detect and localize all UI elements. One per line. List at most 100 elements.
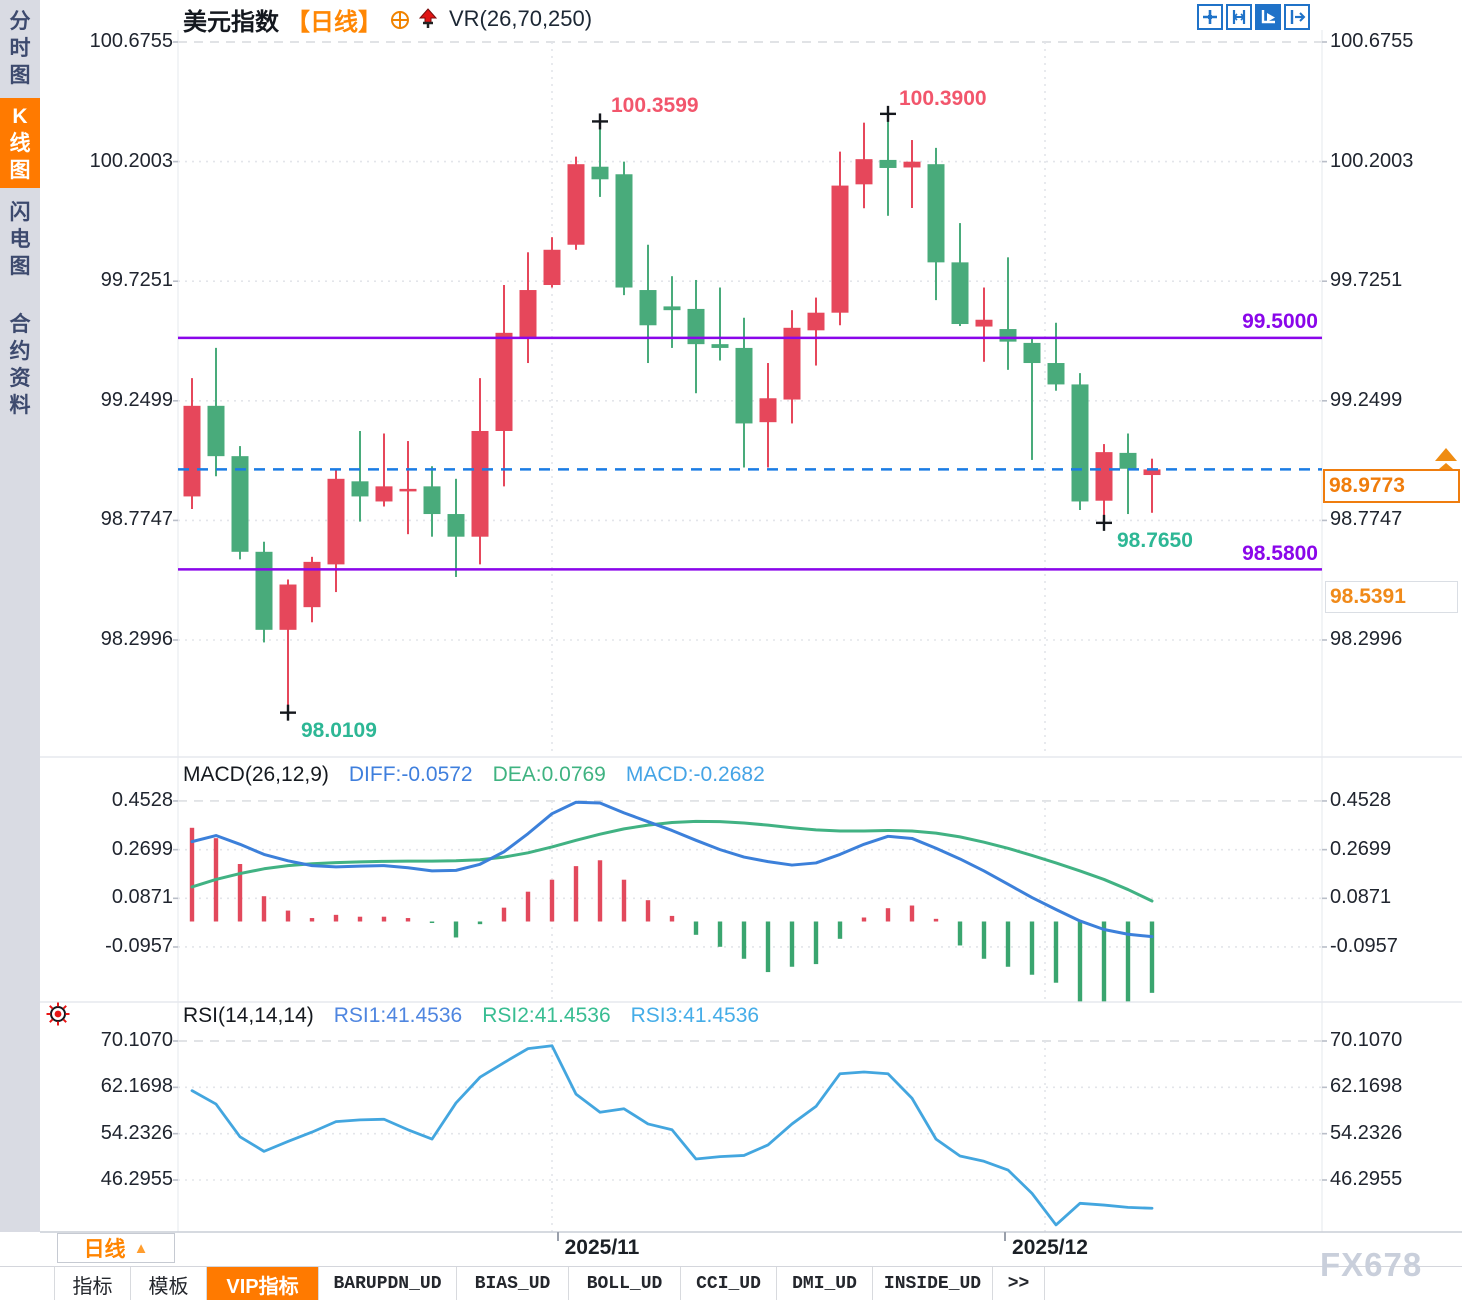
candle-body <box>279 584 297 630</box>
tab-boll_ud[interactable]: BOLL_UD <box>569 1267 681 1300</box>
macd-histogram-bar <box>813 921 819 965</box>
indicator-vr-label[interactable]: VR(26,70,250) <box>449 6 593 31</box>
tab-bias_ud[interactable]: BIAS_UD <box>457 1267 569 1300</box>
target-circle-icon[interactable] <box>389 8 411 30</box>
tab-cci_ud[interactable]: CCI_UD <box>681 1267 777 1300</box>
current-price-box: 98.9773 <box>1323 469 1460 503</box>
high-annotation: 100.3599 <box>611 94 699 118</box>
y-axis-label-right: 98.7747 <box>1330 508 1403 531</box>
candle-body <box>759 398 777 423</box>
period-selector[interactable]: 日线 ▲ <box>57 1233 175 1263</box>
macd-histogram-bar <box>477 921 483 925</box>
sidebar-item-4[interactable]: 合约资料 <box>9 313 31 417</box>
y-axis-label-right: 100.6755 <box>1330 30 1414 52</box>
chart-toolbar <box>1197 4 1310 30</box>
macd-histogram-bar <box>309 918 315 922</box>
y-axis-label-left: 99.2499 <box>100 388 173 411</box>
candle-body <box>255 551 273 630</box>
y-axis-label-left: 100.2003 <box>89 149 173 172</box>
macd-histogram-bar <box>933 918 939 922</box>
macd-histogram-bar <box>453 921 459 938</box>
candle-body <box>303 561 321 608</box>
macd-histogram-bar <box>189 827 195 922</box>
candle-body <box>831 185 849 313</box>
candle-body <box>447 514 465 537</box>
y-axis-label-right: 0.2699 <box>1330 837 1392 860</box>
candle-body <box>567 164 585 245</box>
y-axis-label-left: 100.6755 <box>89 30 173 52</box>
candle-body <box>999 329 1017 342</box>
rsi2-value: RSI2:41.4536 <box>482 1004 611 1027</box>
macd-histogram-bar <box>597 860 603 922</box>
red-up-arrow-icon[interactable] <box>418 7 438 31</box>
macd-histogram-bar <box>285 910 291 922</box>
rsi3-value: RSI3:41.4536 <box>630 1004 760 1027</box>
tab-barupdn_ud[interactable]: BARUPDN_UD <box>319 1267 457 1300</box>
candle-body <box>1095 452 1113 501</box>
macd-histogram-bar <box>645 900 651 922</box>
sidebar-item-1[interactable]: 分时图 <box>9 9 31 87</box>
fit-horizontal-icon[interactable] <box>1226 4 1252 30</box>
macd-histogram-bar <box>957 921 963 946</box>
candle-body <box>591 166 609 180</box>
y-axis-label-left: 54.2326 <box>100 1121 173 1144</box>
macd-histogram-bar <box>861 917 867 922</box>
rsi-name[interactable]: RSI(14,14,14) <box>183 1004 314 1027</box>
sidebar-item-3[interactable]: 闪电图 <box>9 200 31 278</box>
y-axis-label-left: 99.7251 <box>100 269 173 292</box>
macd-histogram-bar <box>669 915 675 922</box>
candle-body <box>471 430 489 537</box>
high-annotation: 100.3900 <box>899 86 987 110</box>
candle-body <box>1071 384 1089 502</box>
macd-histogram-bar <box>837 921 843 939</box>
macd-name[interactable]: MACD(26,12,9) <box>183 763 329 786</box>
macd-histogram-bar <box>693 921 699 935</box>
candle-body <box>183 405 201 497</box>
y-axis-label-right: 100.2003 <box>1330 149 1414 172</box>
tab-dmi_ud[interactable]: DMI_UD <box>777 1267 873 1300</box>
macd-histogram-bar <box>1125 921 1131 1002</box>
settlement-price-value: 98.5391 <box>1330 585 1406 608</box>
auto-scale-icon[interactable] <box>1255 4 1281 30</box>
macd-histogram-bar <box>405 918 411 922</box>
macd-histogram-bar <box>1077 921 1083 1002</box>
rsi-line <box>190 1044 1154 1227</box>
candle-body <box>399 488 417 492</box>
indicator-settings-sun-icon[interactable] <box>45 1001 71 1027</box>
macd-histogram-bar <box>573 866 579 922</box>
candle-body <box>951 262 969 325</box>
tab-指标[interactable]: 指标 <box>55 1267 131 1300</box>
candle-body <box>687 308 705 345</box>
macd-histogram-bar <box>261 896 267 922</box>
tab-inside_ud[interactable]: INSIDE_UD <box>873 1267 993 1300</box>
price-up-marker-icon <box>1435 448 1457 469</box>
candle-body <box>231 456 249 552</box>
y-axis-label-right: 0.4528 <box>1330 788 1392 811</box>
symbol-name: 美元指数 <box>183 8 279 36</box>
candle-body <box>855 159 873 185</box>
tab-vip指标[interactable]: VIP指标 <box>207 1267 319 1300</box>
candle-body <box>903 161 921 168</box>
macd-diff-line <box>190 800 1154 939</box>
period-tag[interactable]: 【日线】 <box>286 8 382 36</box>
candle-body <box>495 332 513 431</box>
macd-histogram-bar <box>525 891 531 922</box>
candle-body <box>207 405 225 457</box>
period-selector-label: 日线 <box>83 1238 126 1261</box>
pan-right-icon[interactable] <box>1284 4 1310 30</box>
tab->>[interactable]: >> <box>993 1267 1045 1300</box>
macd-histogram-bar <box>357 916 363 922</box>
candle-body <box>543 249 561 286</box>
macd-histogram-bar <box>333 914 339 922</box>
macd-dea-line <box>190 819 1154 903</box>
macd-histogram-bar <box>1029 921 1035 975</box>
crosshair-move-icon[interactable] <box>1197 4 1223 30</box>
y-axis-label-right: 70.1070 <box>1330 1029 1403 1051</box>
candle-body <box>1143 469 1161 476</box>
macd-histogram-bar <box>885 908 891 922</box>
tab-模板[interactable]: 模板 <box>131 1267 207 1300</box>
